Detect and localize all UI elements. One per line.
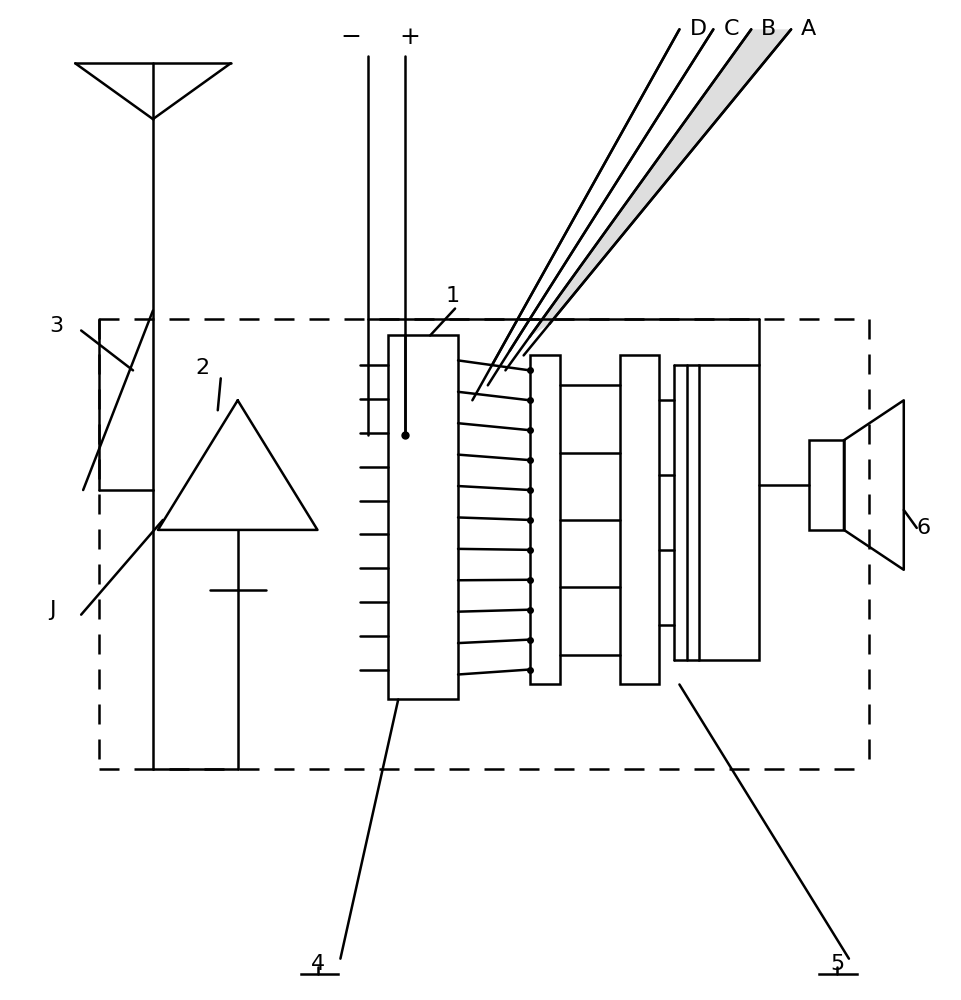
Bar [619,355,659,684]
Polygon shape [530,29,790,336]
Bar [530,355,559,684]
Text: A: A [801,19,816,39]
Text: J: J [49,600,56,620]
Text: +: + [400,26,420,49]
Text: B: B [760,19,776,39]
Text: 6: 6 [916,518,930,538]
Text: 4: 4 [311,954,325,974]
Bar [388,335,457,699]
Text: 1: 1 [445,286,458,306]
Text: 2: 2 [196,358,209,378]
Text: C: C [723,19,738,39]
Text: D: D [689,19,705,39]
Text: −: − [339,26,360,49]
Bar [699,365,758,660]
Bar [808,440,843,530]
Text: 5: 5 [829,954,843,974]
Text: 3: 3 [49,316,63,336]
